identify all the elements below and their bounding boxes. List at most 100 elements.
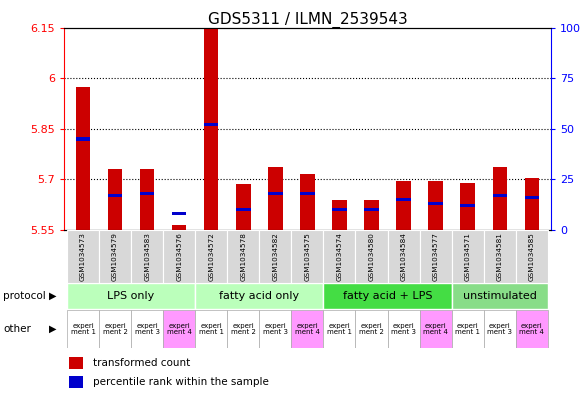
Text: experi
ment 3: experi ment 3 <box>391 323 416 335</box>
Bar <box>332 200 347 230</box>
Bar <box>429 181 443 230</box>
Bar <box>524 196 539 199</box>
Bar <box>291 310 324 348</box>
Bar <box>259 230 291 283</box>
Bar <box>452 283 548 309</box>
Bar <box>108 194 122 197</box>
Bar <box>204 123 219 126</box>
Text: GSM1034580: GSM1034580 <box>368 232 375 281</box>
Bar <box>452 310 484 348</box>
Bar <box>268 192 282 195</box>
Bar <box>68 376 84 388</box>
Bar <box>492 167 507 230</box>
Bar <box>236 184 251 230</box>
Text: experi
ment 4: experi ment 4 <box>423 323 448 335</box>
Text: LPS only: LPS only <box>107 291 155 301</box>
Bar <box>452 230 484 283</box>
Bar <box>163 230 195 283</box>
Text: GSM1034574: GSM1034574 <box>336 232 342 281</box>
Title: GDS5311 / ILMN_2539543: GDS5311 / ILMN_2539543 <box>208 11 407 28</box>
Bar <box>108 169 122 230</box>
Bar <box>300 192 314 195</box>
Bar <box>140 192 154 195</box>
Text: experi
ment 3: experi ment 3 <box>135 323 160 335</box>
Text: GSM1034581: GSM1034581 <box>496 232 503 281</box>
Bar <box>67 310 99 348</box>
Bar <box>172 212 186 215</box>
Text: transformed count: transformed count <box>93 358 190 368</box>
Bar <box>356 310 387 348</box>
Text: fatty acid only: fatty acid only <box>219 291 299 301</box>
Text: experi
ment 1: experi ment 1 <box>455 323 480 335</box>
Bar <box>99 310 131 348</box>
Bar <box>419 310 452 348</box>
Bar <box>324 283 452 309</box>
Bar <box>259 310 291 348</box>
Bar <box>291 230 324 283</box>
Text: percentile rank within the sample: percentile rank within the sample <box>93 377 269 387</box>
Bar <box>364 200 379 230</box>
Text: GSM1034579: GSM1034579 <box>112 232 118 281</box>
Bar <box>524 178 539 230</box>
Text: unstimulated: unstimulated <box>463 291 536 301</box>
Bar <box>67 230 99 283</box>
Text: GSM1034578: GSM1034578 <box>240 232 246 281</box>
Text: GSM1034575: GSM1034575 <box>304 232 310 281</box>
Bar <box>195 230 227 283</box>
Bar <box>461 204 475 207</box>
Text: experi
ment 1: experi ment 1 <box>327 323 352 335</box>
Bar <box>324 230 356 283</box>
Bar <box>484 310 516 348</box>
Bar <box>268 167 282 230</box>
Bar <box>76 137 90 141</box>
Bar <box>484 230 516 283</box>
Bar <box>204 28 219 230</box>
Bar <box>429 202 443 205</box>
Text: experi
ment 4: experi ment 4 <box>519 323 544 335</box>
Bar <box>324 310 356 348</box>
Text: ▶: ▶ <box>49 290 56 301</box>
Bar <box>227 310 259 348</box>
Text: GSM1034571: GSM1034571 <box>465 232 470 281</box>
Text: ▶: ▶ <box>49 324 56 334</box>
Bar <box>332 208 347 211</box>
Text: experi
ment 3: experi ment 3 <box>487 323 512 335</box>
Text: experi
ment 2: experi ment 2 <box>103 323 128 335</box>
Text: GSM1034573: GSM1034573 <box>80 232 86 281</box>
Text: experi
ment 4: experi ment 4 <box>167 323 191 335</box>
Bar <box>131 310 163 348</box>
Bar <box>68 357 84 369</box>
Text: GSM1034577: GSM1034577 <box>433 232 438 281</box>
Bar <box>76 86 90 230</box>
Bar <box>396 198 411 201</box>
Bar <box>419 230 452 283</box>
Bar <box>492 194 507 197</box>
Bar <box>99 230 131 283</box>
Text: GSM1034583: GSM1034583 <box>144 232 150 281</box>
Bar <box>396 181 411 230</box>
Text: experi
ment 1: experi ment 1 <box>71 323 96 335</box>
Text: experi
ment 2: experi ment 2 <box>359 323 384 335</box>
Text: GSM1034576: GSM1034576 <box>176 232 182 281</box>
Text: GSM1034585: GSM1034585 <box>529 232 535 281</box>
Bar <box>364 208 379 211</box>
Text: GSM1034582: GSM1034582 <box>273 232 278 281</box>
Bar <box>131 230 163 283</box>
Bar <box>461 183 475 230</box>
Bar <box>195 283 324 309</box>
Text: GSM1034572: GSM1034572 <box>208 232 214 281</box>
Text: experi
ment 1: experi ment 1 <box>199 323 224 335</box>
Text: fatty acid + LPS: fatty acid + LPS <box>343 291 432 301</box>
Bar <box>227 230 259 283</box>
Text: GSM1034584: GSM1034584 <box>401 232 407 281</box>
Bar <box>516 230 548 283</box>
Bar <box>67 283 195 309</box>
Bar <box>387 310 419 348</box>
Bar <box>140 169 154 230</box>
Text: other: other <box>3 324 31 334</box>
Bar <box>516 310 548 348</box>
Text: experi
ment 2: experi ment 2 <box>231 323 256 335</box>
Bar <box>172 225 186 230</box>
Text: experi
ment 4: experi ment 4 <box>295 323 320 335</box>
Bar <box>300 174 314 230</box>
